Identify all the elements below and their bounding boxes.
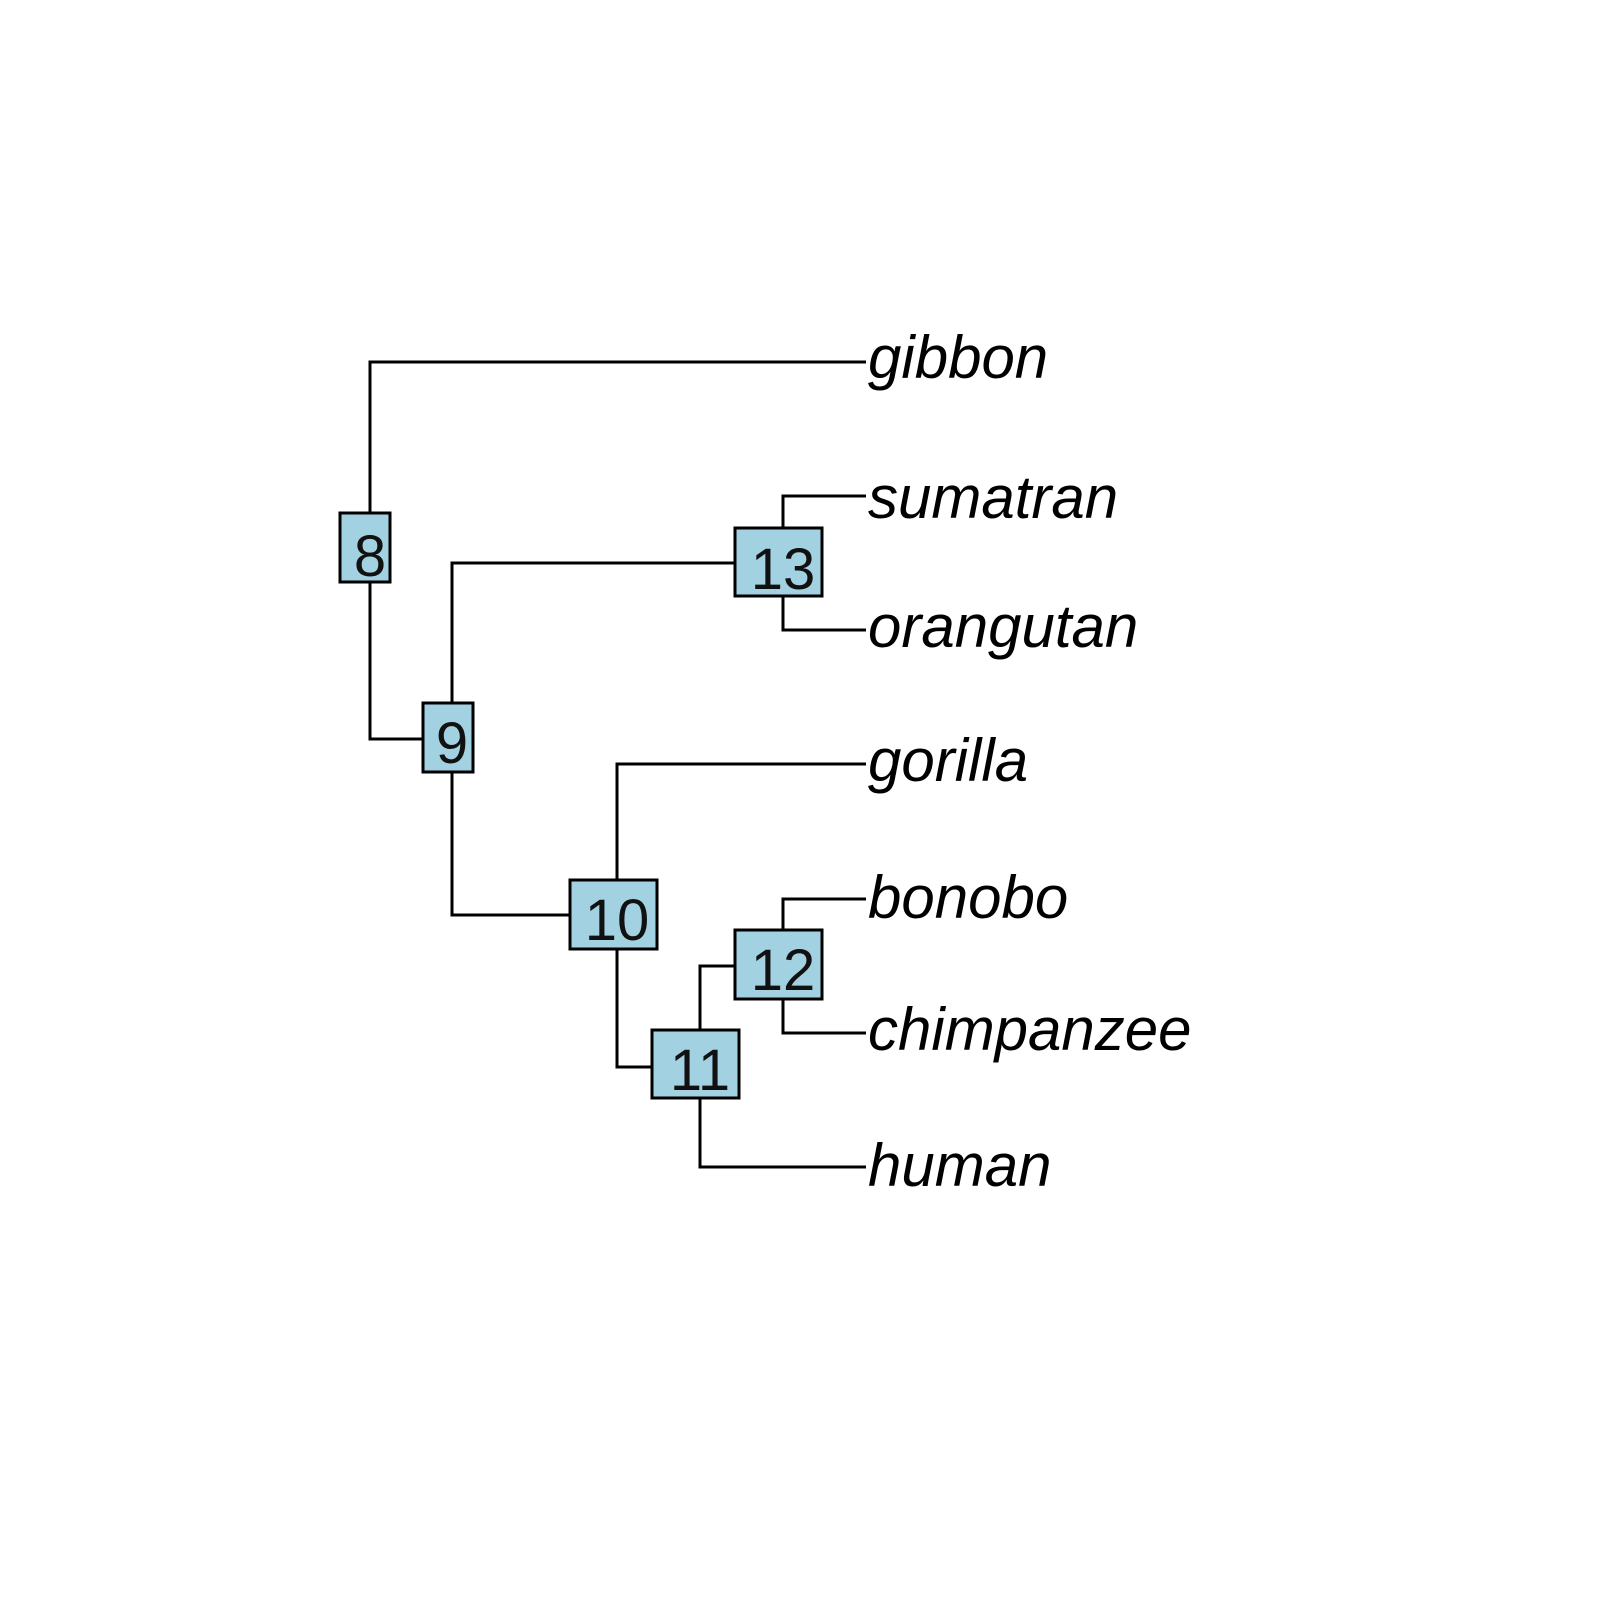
branch-9-to-10: [450, 739, 617, 917]
node-12: 12: [733, 928, 824, 1003]
node-13-box: [733, 526, 824, 598]
tip-label-chimpanzee: chimpanzee: [868, 996, 1192, 1063]
node-11-box: [650, 1028, 741, 1100]
tip-label-orangutan: orangutan: [868, 593, 1138, 660]
branch-11-to-human: [698, 1067, 866, 1169]
tip-label-sumatran: sumatran: [868, 464, 1118, 531]
node-9: 9: [421, 701, 475, 776]
node-10-box: [568, 878, 659, 951]
tip-label-human: human: [868, 1132, 1051, 1199]
node-13-label: 13: [751, 537, 816, 602]
tip-label-gibbon: gibbon: [868, 324, 1048, 391]
branch-10-to-gorilla: [615, 762, 866, 915]
node-8-label: 8: [354, 524, 386, 589]
node-11-label: 11: [670, 1038, 730, 1103]
node-8: 8: [338, 511, 392, 589]
node-12-box: [733, 928, 824, 1001]
node-13: 13: [733, 526, 824, 602]
tip-labels: gibbon sumatran orangutan gorilla bonobo…: [868, 324, 1192, 1199]
internal-nodes: 8 9 13 10 11 12: [338, 511, 824, 1103]
node-10: 10: [568, 878, 659, 953]
tip-label-gorilla: gorilla: [868, 727, 1028, 794]
branch-9-to-13: [450, 561, 783, 739]
branch-8-to-gibbon: [368, 360, 866, 556]
tip-label-bonobo: bonobo: [868, 864, 1068, 931]
node-10-label: 10: [585, 888, 650, 953]
node-9-box: [421, 701, 475, 774]
node-11: 11: [650, 1028, 741, 1103]
node-12-label: 12: [751, 938, 816, 1003]
node-8-box: [338, 511, 392, 584]
node-9-label: 9: [436, 711, 468, 776]
